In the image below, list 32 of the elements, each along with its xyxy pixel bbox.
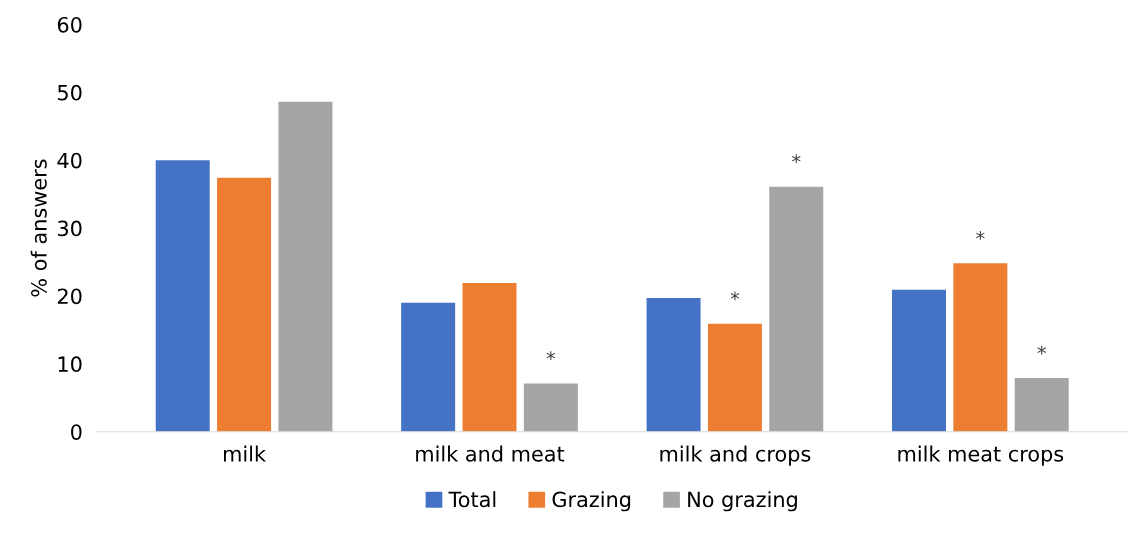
- bar: [953, 263, 1008, 432]
- x-tick-label: milk: [224, 445, 266, 462]
- annotation: *: [792, 154, 801, 164]
- y-tick-label: 10: [58, 356, 82, 373]
- y-tick-label: 0: [71, 424, 82, 440]
- annotation: *: [546, 351, 556, 360]
- bar: [1014, 378, 1069, 432]
- legend-label: Total: [448, 491, 496, 508]
- x-tick-label: milk meat crops: [898, 445, 1064, 466]
- bar: [155, 160, 210, 432]
- bar: [278, 101, 333, 432]
- annotation: *: [1037, 345, 1046, 355]
- x-tick-label: milk and meat: [416, 445, 565, 462]
- bar: [646, 297, 701, 432]
- y-tick-label: 20: [57, 288, 82, 305]
- y-tick-label: 60: [57, 16, 82, 33]
- y-tick-label: 50: [58, 84, 82, 101]
- y-tick-label: 30: [58, 220, 82, 237]
- bar: [462, 283, 517, 432]
- y-tick-label: 40: [57, 152, 82, 169]
- x-tick-label: milk and crops: [660, 445, 811, 466]
- bar: [217, 177, 272, 432]
- bar: [769, 186, 824, 432]
- bar: [892, 289, 946, 432]
- bar: [401, 302, 456, 432]
- annotation: *: [730, 291, 740, 301]
- y-axis-title: % of answers: [30, 159, 47, 297]
- legend-label: No grazing: [688, 491, 797, 512]
- bar: [523, 383, 578, 432]
- bar: [707, 323, 762, 432]
- legend-label: Grazing: [552, 491, 631, 512]
- annotation: *: [976, 230, 985, 240]
